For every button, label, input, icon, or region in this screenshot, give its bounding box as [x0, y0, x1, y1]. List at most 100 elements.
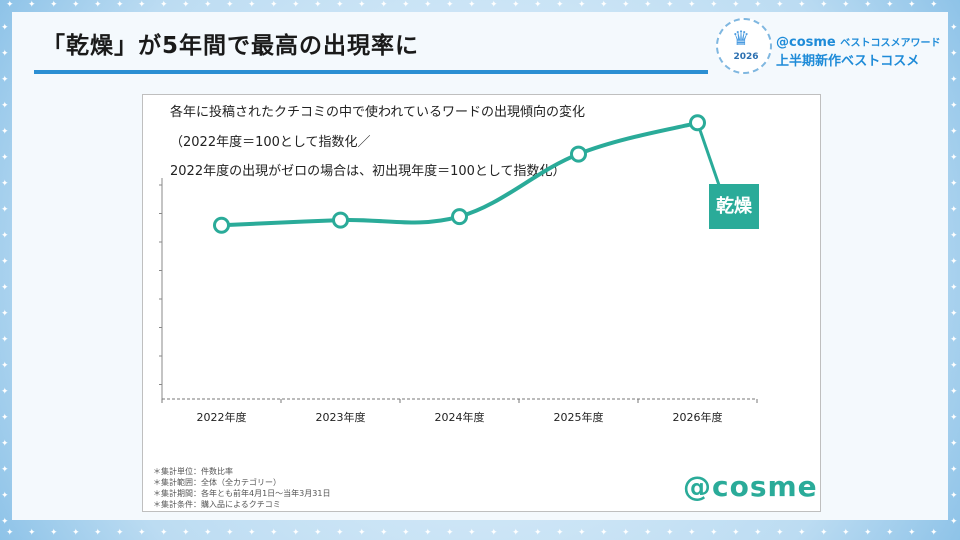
sparkle-icon: ✦	[556, 528, 564, 538]
sparkle-icon: ✦	[1, 309, 9, 319]
data-point	[213, 216, 230, 234]
x-tick-label: 2025年度	[554, 410, 604, 424]
sparkle-icon: ✦	[930, 0, 938, 10]
note-unit: ＊集計単位：件数比率	[153, 467, 233, 476]
sparkle-icon: ✦	[820, 0, 828, 10]
sparkle-icon: ✦	[600, 0, 608, 10]
sparkle-icon: ✦	[930, 528, 938, 538]
cosme-logo: @cosme	[683, 470, 818, 503]
sparkle-icon: ✦	[1, 439, 9, 449]
sparkle-icon: ✦	[204, 528, 212, 538]
note-period: ＊集計期間：各年とも前年4月1日〜当年3月31日	[153, 489, 331, 498]
sparkle-icon: ✦	[754, 528, 762, 538]
sparkle-icon: ✦	[864, 0, 872, 10]
sparkle-icon: ✦	[950, 361, 958, 371]
sparkle-icon: ✦	[182, 0, 190, 10]
sparkle-icon: ✦	[864, 528, 872, 538]
sparkle-icon: ✦	[512, 528, 520, 538]
note-range: ＊集計範囲：全体（全カテゴリー）	[153, 478, 281, 487]
sparkle-icon: ✦	[710, 528, 718, 538]
sparkle-icon: ✦	[204, 0, 212, 10]
sparkle-icon: ✦	[28, 528, 36, 538]
sparkle-icon: ✦	[6, 0, 14, 10]
sparkle-icon: ✦	[226, 528, 234, 538]
sparkle-icon: ✦	[578, 0, 586, 10]
sparkle-icon: ✦	[248, 0, 256, 10]
x-tick-label: 2022年度	[197, 410, 247, 424]
award-name: ベストコスメアワード	[840, 38, 941, 49]
series-label: 乾燥	[709, 184, 759, 229]
sparkle-icon: ✦	[842, 528, 850, 538]
sparkle-icon: ✦	[950, 309, 958, 319]
sparkle-icon: ✦	[446, 528, 454, 538]
sparkle-icon: ✦	[1, 335, 9, 345]
sparkle-icon: ✦	[226, 0, 234, 10]
sparkle-icon: ✦	[424, 0, 432, 10]
sparkle-icon: ✦	[116, 0, 124, 10]
sparkle-icon: ✦	[1, 361, 9, 371]
sparkle-icon: ✦	[950, 205, 958, 215]
sparkle-icon: ✦	[1, 23, 9, 33]
sparkle-icon: ✦	[50, 528, 58, 538]
sparkle-icon: ✦	[622, 0, 630, 10]
sparkle-icon: ✦	[336, 528, 344, 538]
sparkle-icon: ✦	[732, 528, 740, 538]
sparkle-icon: ✦	[798, 528, 806, 538]
sparkle-icon: ✦	[820, 528, 828, 538]
sparkle-icon: ✦	[314, 0, 322, 10]
sparkle-icon: ✦	[490, 528, 498, 538]
sparkle-icon: ✦	[644, 528, 652, 538]
x-tick-label: 2026年度	[673, 410, 723, 424]
sparkle-icon: ✦	[94, 0, 102, 10]
award-emblem: ♛ 2026	[716, 18, 772, 74]
sparkle-icon: ✦	[950, 153, 958, 163]
sparkle-icon: ✦	[950, 75, 958, 85]
sparkle-icon: ✦	[50, 0, 58, 10]
sparkle-icon: ✦	[94, 528, 102, 538]
sparkle-icon: ✦	[1, 127, 9, 137]
sparkle-icon: ✦	[908, 0, 916, 10]
label-connector	[696, 122, 722, 189]
award-brand: @cosme	[776, 35, 836, 50]
sparkle-icon: ✦	[1, 205, 9, 215]
sparkle-icon: ✦	[1, 101, 9, 111]
sparkle-icon: ✦	[1, 153, 9, 163]
sparkle-icon: ✦	[754, 0, 762, 10]
award-badge: ♛ 2026 @cosme ベストコスメアワード 上半期新作ベストコスメ	[716, 18, 946, 78]
x-tick-label: 2023年度	[316, 410, 366, 424]
sparkle-icon: ✦	[950, 49, 958, 59]
sparkle-icon: ✦	[622, 528, 630, 538]
sparkle-icon: ✦	[380, 0, 388, 10]
sparkle-icon: ✦	[314, 528, 322, 538]
sparkle-icon: ✦	[578, 528, 586, 538]
sparkle-icon: ✦	[424, 528, 432, 538]
data-point	[332, 211, 349, 229]
x-tick-label: 2024年度	[435, 410, 485, 424]
chart-title: 各年に投稿されたクチコミの中で使われているワードの出現傾向の変化	[170, 105, 585, 120]
data-point	[689, 114, 706, 132]
sparkle-icon: ✦	[160, 528, 168, 538]
sparkle-icon: ✦	[270, 528, 278, 538]
sparkle-icon: ✦	[950, 439, 958, 449]
sparkle-icon: ✦	[1, 283, 9, 293]
sparkle-icon: ✦	[950, 179, 958, 189]
sparkle-icon: ✦	[72, 528, 80, 538]
sparkle-icon: ✦	[534, 0, 542, 10]
sparkle-icon: ✦	[950, 127, 958, 137]
sparkle-icon: ✦	[776, 528, 784, 538]
award-title: @cosme ベストコスメアワード	[776, 34, 940, 50]
sparkle-icon: ✦	[950, 465, 958, 475]
sparkle-icon: ✦	[1, 387, 9, 397]
sparkle-icon: ✦	[446, 0, 454, 10]
sparkle-icon: ✦	[160, 0, 168, 10]
sparkle-icon: ✦	[490, 0, 498, 10]
sparkle-icon: ✦	[116, 528, 124, 538]
sparkle-icon: ✦	[1, 49, 9, 59]
crown-icon: ♛	[732, 26, 750, 50]
sparkle-icon: ✦	[950, 23, 958, 33]
sparkle-icon: ✦	[72, 0, 80, 10]
award-year: 2026	[733, 52, 759, 62]
sparkle-icon: ✦	[842, 0, 850, 10]
sparkle-icon: ✦	[886, 0, 894, 10]
sparkle-icon: ✦	[292, 528, 300, 538]
